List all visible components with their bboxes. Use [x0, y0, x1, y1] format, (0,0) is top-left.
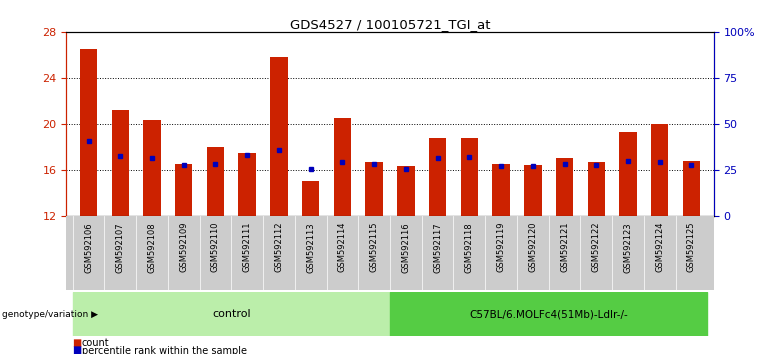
Text: GSM592120: GSM592120	[528, 222, 537, 272]
Bar	[390, 292, 707, 336]
Bar	[682, 161, 700, 216]
Bar	[175, 164, 193, 216]
Bar	[207, 147, 224, 216]
Text: GSM592113: GSM592113	[307, 222, 315, 273]
Bar	[334, 118, 351, 216]
Bar	[461, 138, 478, 216]
Text: GSM592110: GSM592110	[211, 222, 220, 272]
Text: genotype/variation ▶: genotype/variation ▶	[2, 310, 98, 319]
Text: GSM592125: GSM592125	[687, 222, 696, 272]
Bar	[112, 110, 129, 216]
Text: GSM592108: GSM592108	[147, 222, 157, 273]
Text: C57BL/6.MOLFc4(51Mb)-Ldlr-/-: C57BL/6.MOLFc4(51Mb)-Ldlr-/-	[470, 309, 628, 319]
Text: GSM592116: GSM592116	[402, 222, 410, 273]
Bar	[144, 120, 161, 216]
Bar	[587, 162, 605, 216]
Bar	[239, 153, 256, 216]
Text: GSM592106: GSM592106	[84, 222, 93, 273]
Text: GSM592109: GSM592109	[179, 222, 188, 272]
Bar	[429, 138, 446, 216]
Text: GSM592112: GSM592112	[275, 222, 283, 272]
Text: GSM592122: GSM592122	[592, 222, 601, 272]
Text: GSM592119: GSM592119	[497, 222, 505, 272]
Text: GSM592123: GSM592123	[623, 222, 633, 273]
Text: GSM592107: GSM592107	[115, 222, 125, 273]
Text: GSM592124: GSM592124	[655, 222, 665, 272]
Bar	[556, 159, 573, 216]
Bar	[365, 162, 383, 216]
Bar	[270, 57, 288, 216]
Text: GSM592111: GSM592111	[243, 222, 252, 272]
Bar	[619, 132, 636, 216]
Bar	[651, 124, 668, 216]
Text: GSM592117: GSM592117	[433, 222, 442, 273]
Bar	[524, 165, 541, 216]
Bar	[302, 181, 319, 216]
Title: GDS4527 / 100105721_TGI_at: GDS4527 / 100105721_TGI_at	[289, 18, 491, 31]
Text: GSM592121: GSM592121	[560, 222, 569, 272]
Text: count: count	[82, 338, 109, 348]
Bar	[80, 49, 98, 216]
Text: GSM592118: GSM592118	[465, 222, 473, 273]
Text: control: control	[212, 309, 250, 319]
Bar	[73, 292, 390, 336]
Text: ■: ■	[72, 346, 81, 354]
Text: GSM592114: GSM592114	[338, 222, 347, 272]
Text: ■: ■	[72, 338, 81, 348]
Bar	[397, 166, 415, 216]
Text: percentile rank within the sample: percentile rank within the sample	[82, 346, 247, 354]
Bar	[492, 164, 510, 216]
Text: GSM592115: GSM592115	[370, 222, 378, 272]
